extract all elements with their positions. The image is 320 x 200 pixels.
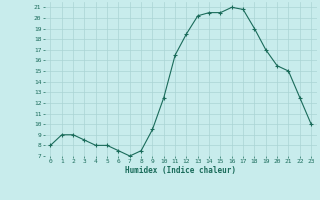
- X-axis label: Humidex (Indice chaleur): Humidex (Indice chaleur): [125, 166, 236, 175]
